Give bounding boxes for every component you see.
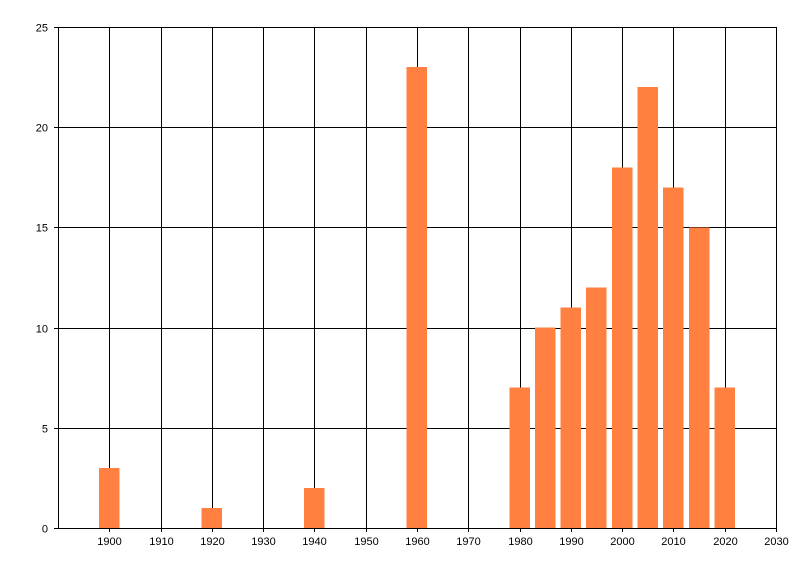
- y-tick-label: 10: [36, 324, 48, 336]
- bar-2020: [714, 387, 735, 528]
- x-tick-label: 1910: [149, 536, 173, 548]
- x-tick-label: 2030: [764, 536, 788, 548]
- x-tick-label: 1940: [302, 536, 326, 548]
- y-tick-label: 15: [36, 223, 48, 235]
- bar-1985: [535, 327, 556, 528]
- bar-1980: [509, 387, 530, 528]
- bar-1940: [304, 487, 325, 528]
- bar-2010: [663, 187, 684, 529]
- y-tick-label: 25: [36, 23, 48, 35]
- y-tick-label: 20: [36, 123, 48, 135]
- x-tick-label: 1930: [251, 536, 275, 548]
- x-tick-label: 1950: [354, 536, 378, 548]
- bar-2000: [611, 167, 633, 529]
- x-tick-label: 2010: [661, 536, 685, 548]
- y-tick-label: 5: [42, 424, 48, 436]
- bar-2005: [637, 87, 658, 528]
- x-tick-label: 2020: [713, 536, 737, 548]
- bar-1995: [586, 287, 607, 528]
- y-tick-label: 0: [42, 524, 48, 536]
- x-tick-label: 1960: [405, 536, 429, 548]
- bars: [99, 67, 735, 529]
- bar-1990: [560, 307, 582, 528]
- bar-2015: [688, 227, 710, 528]
- x-tick-label: 1970: [456, 536, 480, 548]
- bar-1900: [99, 467, 120, 528]
- x-tick-label: 2000: [610, 536, 634, 548]
- x-tick-label: 1990: [559, 536, 583, 548]
- x-tick-label: 1920: [200, 536, 224, 548]
- bar-1920: [201, 508, 223, 528]
- x-tick-label: 1900: [97, 536, 121, 548]
- tick-labels: 0 5 10 15 20 25 1900 1910 1920 1930 1940 1950 1960 19…: [36, 23, 789, 549]
- x-tick-label: 1980: [508, 536, 532, 548]
- bar-1960: [406, 67, 428, 528]
- axes: [54, 27, 777, 532]
